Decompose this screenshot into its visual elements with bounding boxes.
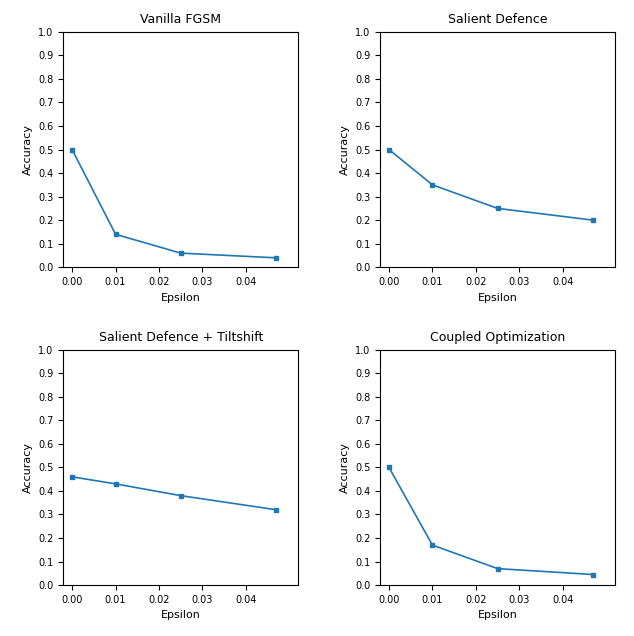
Title: Salient Defence + Tiltshift: Salient Defence + Tiltshift: [98, 331, 263, 344]
Y-axis label: Accuracy: Accuracy: [23, 124, 33, 175]
X-axis label: Epsilon: Epsilon: [161, 611, 201, 620]
Y-axis label: Accuracy: Accuracy: [340, 124, 349, 175]
Title: Vanilla FGSM: Vanilla FGSM: [140, 13, 221, 27]
Title: Salient Defence: Salient Defence: [448, 13, 547, 27]
X-axis label: Epsilon: Epsilon: [477, 293, 517, 303]
Y-axis label: Accuracy: Accuracy: [23, 442, 33, 493]
X-axis label: Epsilon: Epsilon: [477, 611, 517, 620]
Title: Coupled Optimization: Coupled Optimization: [430, 331, 566, 344]
X-axis label: Epsilon: Epsilon: [161, 293, 201, 303]
Y-axis label: Accuracy: Accuracy: [340, 442, 349, 493]
